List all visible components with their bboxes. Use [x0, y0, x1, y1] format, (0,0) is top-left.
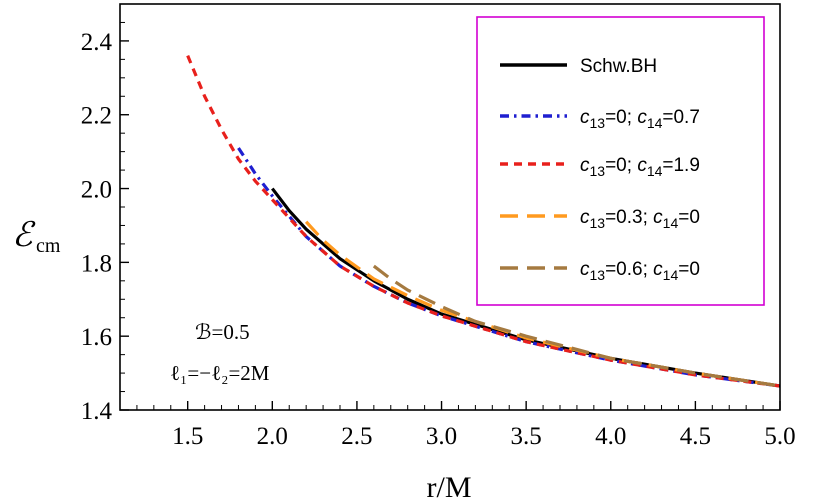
annotation-angular-momenta: ℓ₁=−ℓ₂=2M: [170, 361, 270, 385]
curves-layer: [186, 55, 781, 388]
annotation-b-parameter: ℬ=0.5: [195, 320, 250, 344]
y-axis-title: ℰ cm: [12, 215, 61, 257]
legend-label-2: c13=0; c14=0.7: [580, 107, 700, 131]
legend-label-3: c13=0; c14=1.9: [580, 155, 700, 179]
x-tick-label: 1.5: [172, 423, 203, 450]
x-tick-label: 3.0: [426, 423, 457, 450]
legend-label-1: Schw.BH: [580, 56, 657, 77]
y-tick-label: 1.4: [81, 398, 113, 425]
axis-ticks: 1.5 2.0 2.5 3.0 3.5 4.0 4.5 5.0 1.4 1.6 1.8 2.0 2.2 2…: [81, 3, 796, 450]
y-axis-title-sub: cm: [36, 235, 61, 257]
x-tick-label: 4.0: [595, 423, 626, 450]
legend-label-5: c13=0.6; c14=0: [580, 259, 700, 283]
x-axis-title: r/M: [427, 471, 472, 504]
y-tick-label: 2.0: [81, 177, 112, 204]
x-tick-label: 3.5: [511, 423, 542, 450]
x-tick-label: 2.5: [341, 423, 372, 450]
y-tick-label: 1.6: [81, 324, 112, 351]
legend-label-4: c13=0.3; c14=0: [580, 207, 700, 231]
x-tick-label: 5.0: [764, 423, 795, 450]
series-line-3: [186, 55, 781, 388]
x-tick-label: 2.0: [257, 423, 288, 450]
y-tick-label: 2.2: [81, 103, 112, 130]
y-tick-label: 1.8: [81, 250, 112, 277]
y-axis-title-main: ℰ: [12, 215, 36, 255]
y-tick-label: 2.4: [81, 29, 113, 56]
series-line-5: [372, 264, 781, 388]
legend: Schw.BH c13=0; c14=0.7 c13=0; c14=1.9 c13=0…: [476, 16, 765, 306]
x-tick-label: 4.5: [680, 423, 711, 450]
